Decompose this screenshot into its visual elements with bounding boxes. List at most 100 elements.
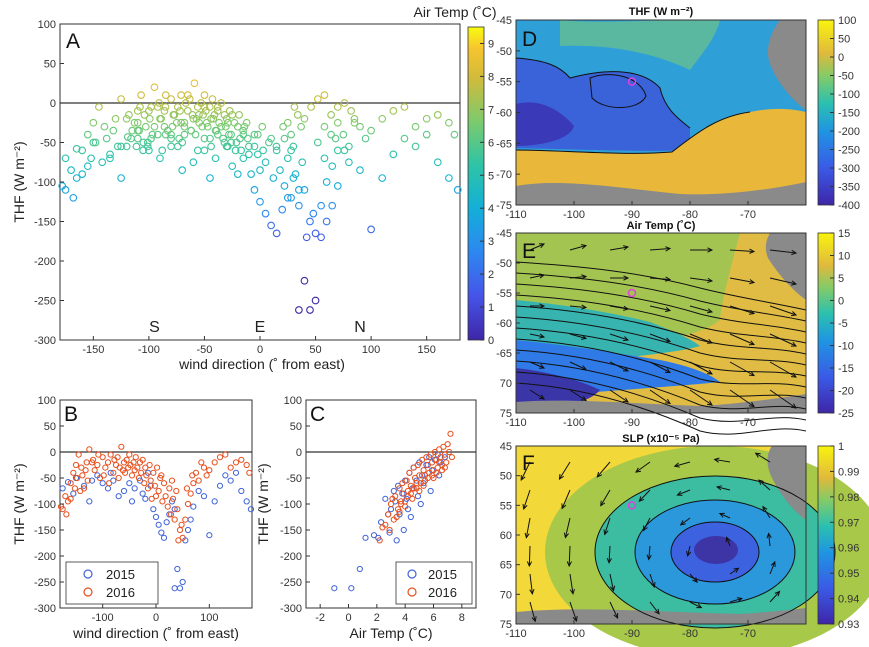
data-point <box>239 126 247 135</box>
legend-label-2016: 2016 <box>106 585 135 600</box>
data-point <box>327 130 335 139</box>
wind-arrow <box>649 573 656 589</box>
location-marker <box>627 288 637 298</box>
thf-warm-band <box>560 20 720 70</box>
data-point <box>145 114 154 123</box>
data-point <box>221 122 230 131</box>
wind-arrow <box>609 333 630 342</box>
data-point <box>283 193 292 202</box>
data-point <box>250 130 259 139</box>
data-point-2016 <box>144 485 152 492</box>
data-point <box>313 95 322 103</box>
data-point <box>279 122 287 131</box>
data-point-2016 <box>73 474 81 482</box>
wind-arrow <box>713 457 731 463</box>
wind-arrow <box>520 461 531 482</box>
data-point <box>145 146 153 155</box>
wind-arrow <box>769 560 776 575</box>
panel-b-points <box>57 443 255 592</box>
data-point <box>170 110 179 119</box>
data-point <box>173 142 182 151</box>
colorbar-tick-label: -25 <box>838 408 854 420</box>
data-point <box>111 114 120 123</box>
data-point <box>160 107 169 115</box>
colorbar-tick-label: -150 <box>838 108 860 120</box>
data-point <box>215 118 223 127</box>
data-point <box>223 142 232 151</box>
data-point <box>328 201 337 210</box>
wind-arrow <box>606 545 612 564</box>
data-point-2016 <box>428 472 436 479</box>
data-point-2015 <box>174 565 181 573</box>
data-point-2016 <box>403 477 410 484</box>
data-point <box>340 99 349 107</box>
wind-arrow <box>569 601 578 622</box>
colorbar-tick-label: 1 <box>488 302 494 314</box>
data-point <box>117 95 125 103</box>
data-point <box>306 306 314 314</box>
y-tick-label: -100 <box>34 499 56 511</box>
colorbar-tick-label: -300 <box>838 163 860 175</box>
data-point <box>193 146 202 155</box>
data-point <box>239 154 248 163</box>
data-point <box>245 142 253 151</box>
colorbar-tick-label: 0 <box>838 52 844 64</box>
legend-marker-2016 <box>407 587 417 597</box>
wind-arrow <box>529 333 546 339</box>
data-point <box>256 166 264 174</box>
wind-arrow <box>642 517 651 532</box>
data-point-2015 <box>150 506 157 513</box>
data-point <box>130 118 139 127</box>
data-point-2016 <box>190 480 197 487</box>
y-tick-label: -50 <box>286 473 302 485</box>
wind-arrow <box>603 517 611 536</box>
data-point-2016 <box>167 511 175 518</box>
isotherm <box>515 305 807 355</box>
data-point <box>232 138 241 147</box>
colorbar-tick-label: 0.96 <box>838 543 859 555</box>
data-point <box>345 158 353 167</box>
x-tick-label: 4 <box>402 612 408 624</box>
data-point <box>140 110 149 119</box>
colorbar-tick-label: -350 <box>838 182 860 194</box>
data-point <box>178 166 187 174</box>
data-point-2016 <box>123 456 130 463</box>
data-point <box>98 158 107 167</box>
data-point <box>327 110 335 119</box>
data-point-2016 <box>62 493 69 500</box>
wind-arrow <box>610 275 630 281</box>
wind-arrow <box>689 389 713 406</box>
data-point <box>237 146 245 155</box>
y-tick-label: -150 <box>280 525 302 537</box>
y-tick-label: 70 <box>500 378 512 390</box>
data-point <box>122 114 131 123</box>
data-point-2015 <box>222 472 229 479</box>
panel-a-label: A <box>66 30 80 53</box>
wind-arrow <box>569 274 588 280</box>
x-tick-label: -100 <box>92 612 114 624</box>
data-point <box>185 95 194 103</box>
wind-arrow <box>649 246 672 252</box>
y-tick-label: -50 <box>496 258 512 270</box>
data-point-2015 <box>362 534 369 541</box>
data-point-2016 <box>166 485 173 492</box>
wind-arrow <box>566 545 572 568</box>
data-point <box>378 174 387 182</box>
data-point <box>295 186 303 194</box>
wind-arrow <box>561 489 571 510</box>
panel-d-thf-map: D THF (W m⁻²) -110 -100 -90 -80 -70 -45 -50 -55… <box>496 6 860 221</box>
wind-vectors <box>529 243 798 409</box>
data-point <box>197 99 205 107</box>
x-tick-label: -110 <box>505 417 526 429</box>
data-point-2016 <box>227 464 234 471</box>
data-point-2015 <box>80 482 88 489</box>
colorbar-tick-label: 4 <box>488 203 494 215</box>
wind-arrow <box>769 333 798 347</box>
y-tick-label: -200 <box>34 256 56 268</box>
wind-arrow <box>569 244 588 251</box>
x-tick-label: -90 <box>624 628 640 640</box>
wind-vectors <box>520 452 781 623</box>
data-point-2016 <box>67 495 74 502</box>
data-point-2015 <box>195 487 202 495</box>
data-point <box>78 170 87 178</box>
